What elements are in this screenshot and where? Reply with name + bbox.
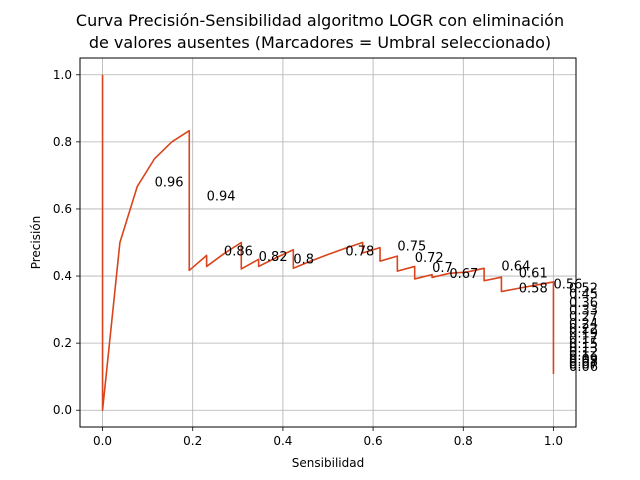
pr-curve-line <box>101 74 555 412</box>
chart-title-line-1: Curva Precisión-Sensibilidad algoritmo L… <box>75 11 565 30</box>
threshold-label: 0.96 <box>155 176 184 191</box>
x-axis-label: Sensibilidad <box>292 456 364 470</box>
threshold-label: 0.58 <box>519 282 548 297</box>
chart-title-line-2: de valores ausentes (Marcadores = Umbral… <box>88 33 552 52</box>
threshold-label: 0.86 <box>224 244 253 259</box>
series-layer <box>101 74 555 412</box>
threshold-label: 0.82 <box>259 250 288 265</box>
y-axis-label: Precisión <box>29 216 43 270</box>
threshold-label: 0.78 <box>345 244 374 259</box>
y-tick-label: 0.6 <box>53 202 72 216</box>
y-tick-label: 0.4 <box>53 269 72 283</box>
threshold-label: 0.67 <box>449 267 478 282</box>
y-tick-label: 0.2 <box>53 336 72 350</box>
y-axis-ticks: 0.0 0.2 0.4 0.6 0.8 1.0 <box>53 68 80 417</box>
threshold-label: 0.1 <box>569 349 590 364</box>
threshold-annotations: 0.96 0.94 0.86 0.82 0.8 0.78 0.750.720.70.67 0.… <box>155 176 598 375</box>
grid-lines <box>80 58 576 427</box>
x-tick-label: 0.2 <box>183 434 202 448</box>
threshold-label: 0.61 <box>519 267 548 282</box>
threshold-label: 0.56 <box>553 277 582 292</box>
y-tick-label: 0.0 <box>53 403 72 417</box>
x-tick-label: 0.6 <box>364 434 383 448</box>
x-tick-label: 1.0 <box>544 434 563 448</box>
x-axis-ticks: 0.0 0.2 0.4 0.6 0.8 1.0 <box>93 427 563 448</box>
threshold-label: 0.8 <box>293 252 314 267</box>
x-tick-label: 0.0 <box>93 434 112 448</box>
y-tick-label: 1.0 <box>53 68 72 82</box>
x-tick-label: 0.8 <box>454 434 473 448</box>
threshold-label: 0.72 <box>415 251 444 266</box>
threshold-label: 0.7 <box>432 261 453 276</box>
threshold-label: 0.64 <box>501 259 530 274</box>
threshold-label: 0.06 <box>569 360 598 375</box>
threshold-label: 0.75 <box>397 239 426 254</box>
threshold-label: 0.94 <box>207 190 236 205</box>
plot-frame <box>79 57 577 428</box>
x-tick-label: 0.4 <box>273 434 292 448</box>
y-tick-label: 0.8 <box>53 135 72 149</box>
